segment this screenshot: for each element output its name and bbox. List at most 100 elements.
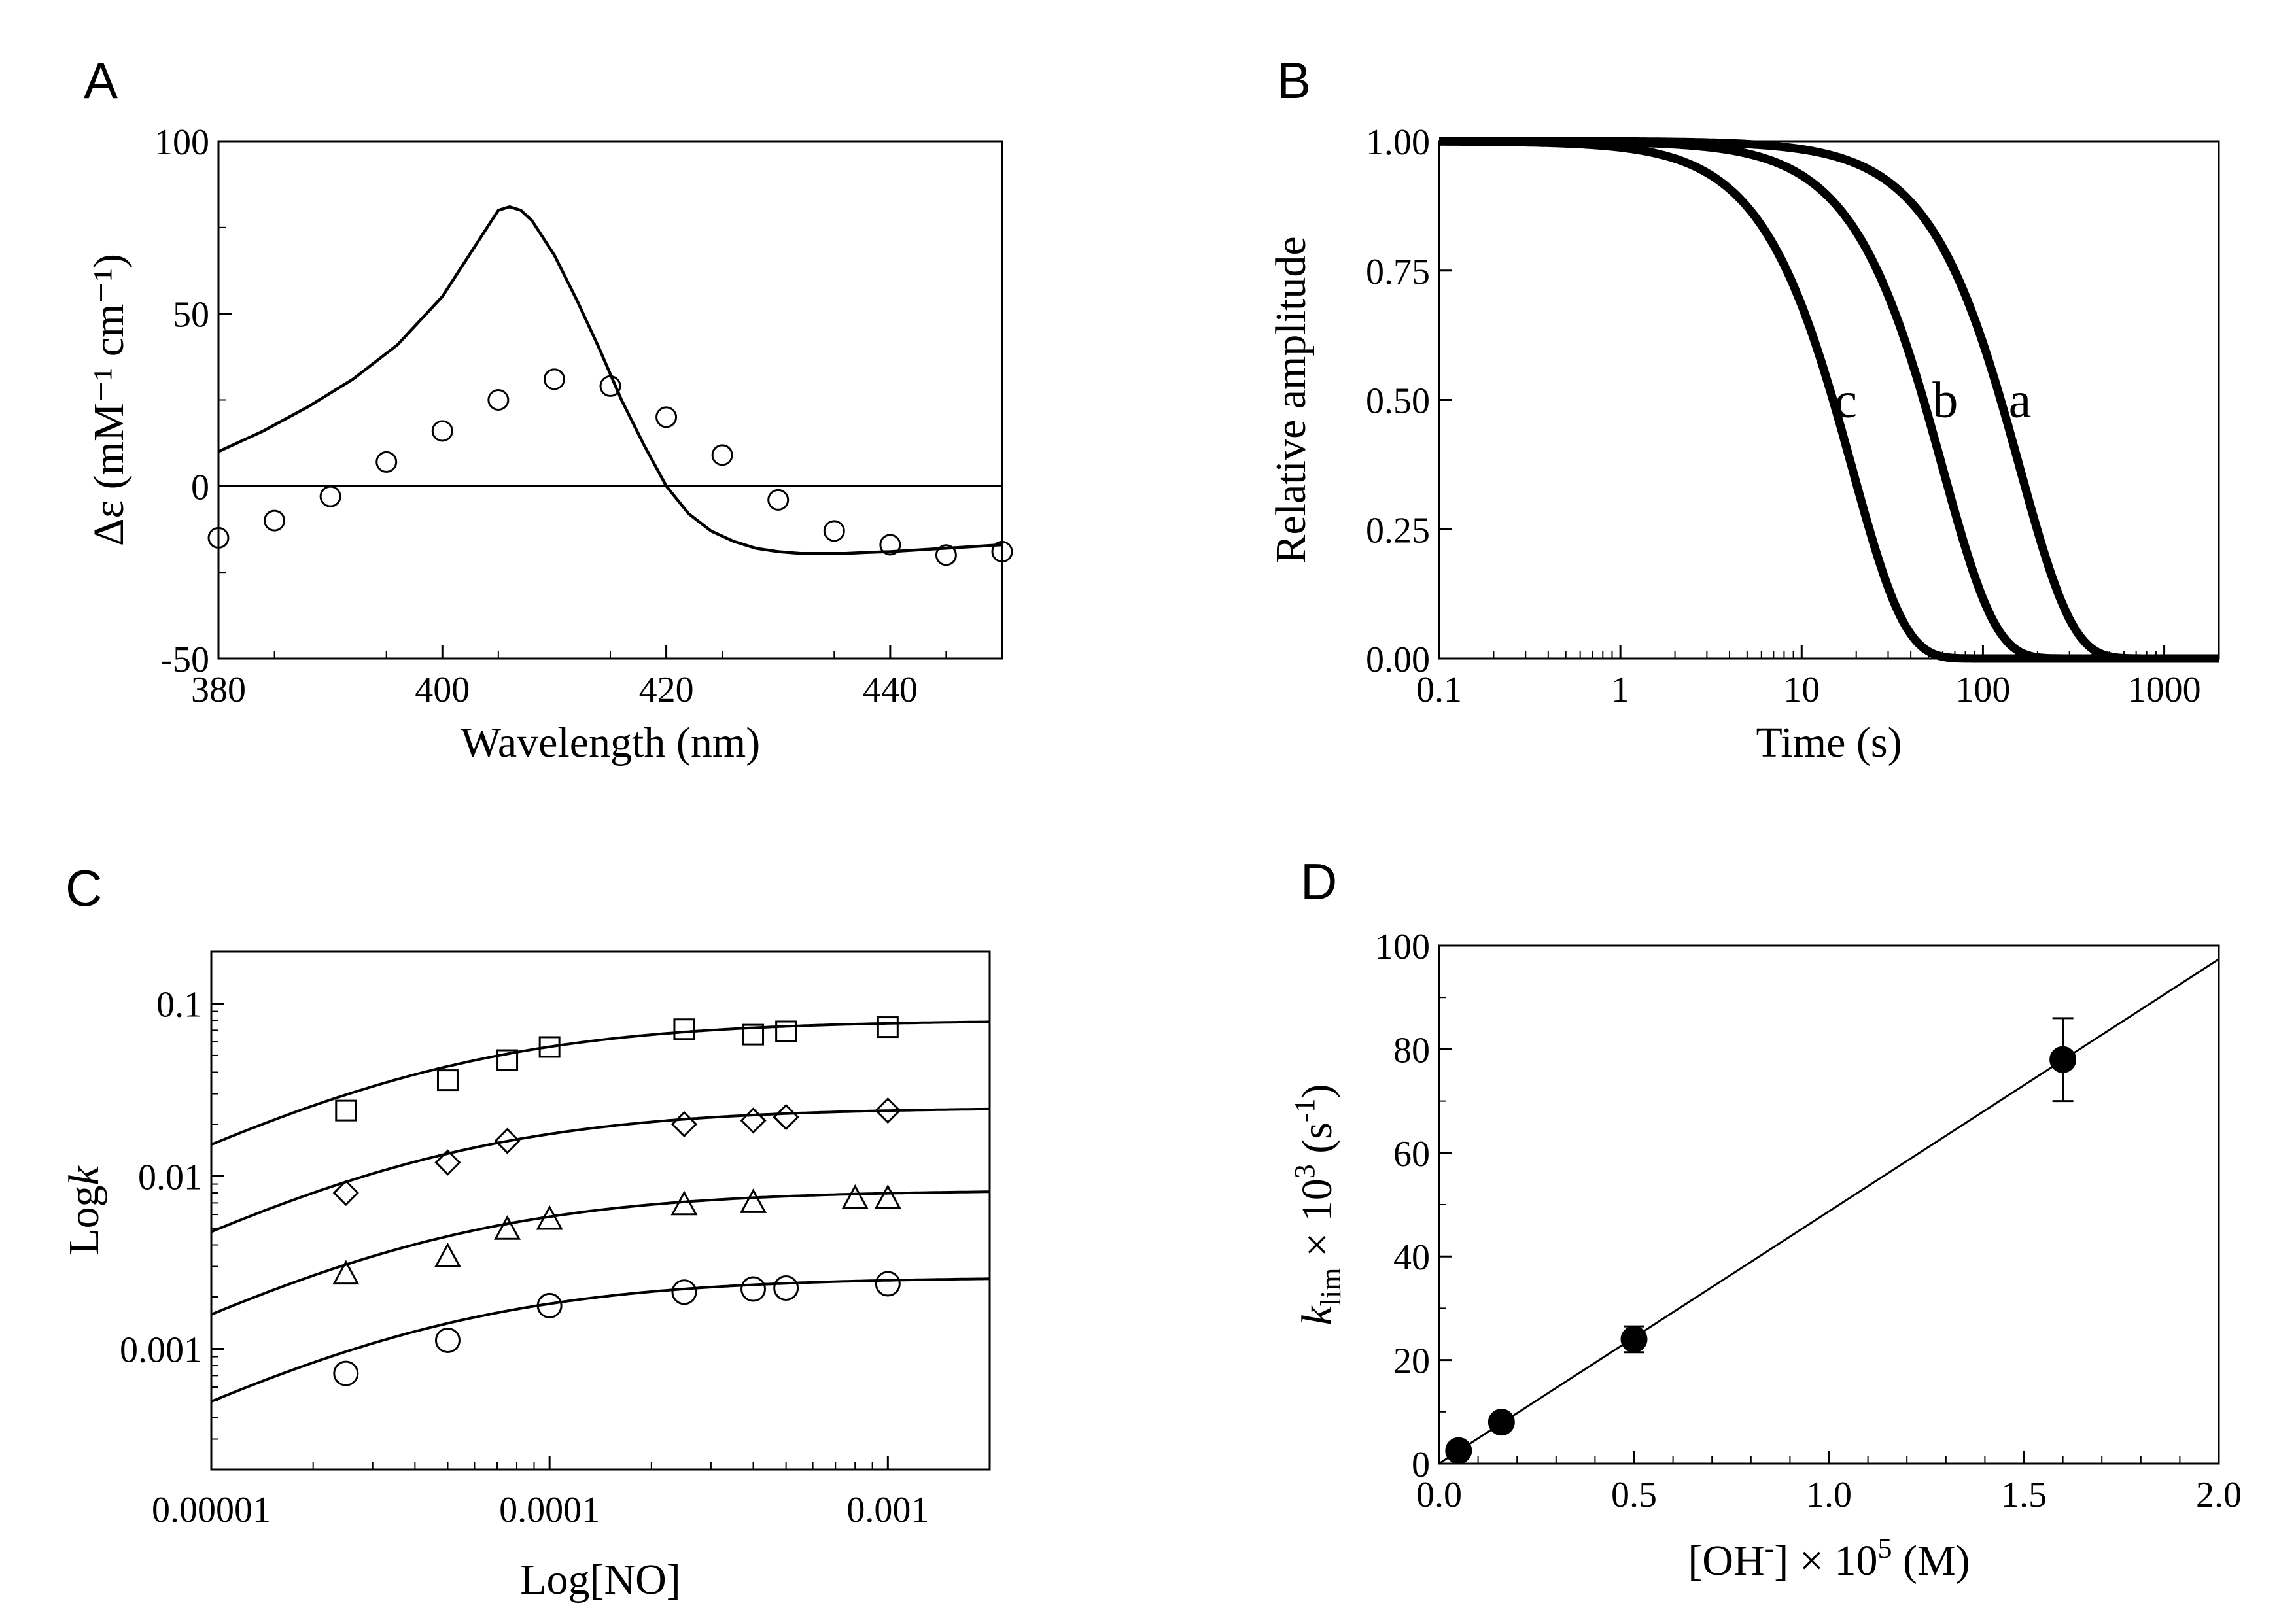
- x-tick-label: 0.5: [1611, 1475, 1657, 1515]
- data-point-diamond: [494, 1127, 521, 1154]
- fit-line-circles: [211, 1277, 990, 1403]
- y-tick-label: 100: [1375, 927, 1430, 967]
- x-tick-label: 1000: [2128, 670, 2201, 710]
- y-axis-label: Relative amplitude: [1267, 236, 1315, 563]
- data-point-square: [335, 1099, 357, 1122]
- data-point-square: [538, 1036, 561, 1058]
- data-point-square: [673, 1018, 695, 1040]
- data-point-filled: [1620, 1326, 1648, 1353]
- data-point-square: [496, 1049, 519, 1071]
- data-point-circle: [671, 1279, 697, 1305]
- data-point-diamond: [670, 1110, 698, 1138]
- y-tick-label: 80: [1393, 1030, 1430, 1071]
- x-tick-label: 1: [1611, 670, 1629, 710]
- y-axis-label: Δε (mM⁻¹ cm⁻¹): [85, 254, 133, 546]
- x-tick-label: 1.5: [2001, 1475, 2047, 1515]
- plot-frame: [210, 950, 991, 1471]
- y-axis-label: Logk: [60, 1165, 108, 1254]
- data-point-square: [742, 1023, 765, 1046]
- data-point-circle: [935, 544, 957, 566]
- data-point-circle: [599, 375, 621, 397]
- fit-line-diamonds: [211, 1107, 990, 1233]
- x-axis-label: Wavelength (nm): [461, 719, 760, 766]
- data-point-circle: [319, 485, 341, 507]
- curve-label-b: b: [1932, 371, 1958, 428]
- y-tick-label: -50: [160, 640, 209, 680]
- data-point-circle: [655, 406, 678, 428]
- y-tick-label: 0: [191, 467, 209, 507]
- data-point-circle: [207, 526, 230, 549]
- data-point-circle: [711, 444, 733, 466]
- data-point-circle: [434, 1327, 461, 1353]
- curve-label-a: a: [2009, 371, 2032, 428]
- x-tick-label: 0.001: [846, 1490, 929, 1530]
- y-tick-label: 0.01: [138, 1157, 202, 1197]
- y-axis-label: klim × 103 (s-1): [1289, 1084, 1347, 1325]
- y-tick-label: 100: [154, 122, 209, 163]
- x-axis-label: Time (s): [1756, 719, 1902, 766]
- x-tick-label: 440: [863, 670, 918, 710]
- y-tick-label: 0: [1412, 1445, 1430, 1485]
- data-point-circle: [773, 1275, 799, 1301]
- y-tick-label: 50: [173, 295, 209, 335]
- curve-label-c: c: [1834, 371, 1857, 428]
- data-point-triangle: [841, 1184, 869, 1209]
- data-point-diamond: [740, 1107, 767, 1134]
- data-point-square: [877, 1016, 899, 1039]
- y-tick-label: 0.75: [1366, 252, 1430, 292]
- y-tick-label: 0.00: [1366, 640, 1430, 680]
- x-tick-label: 2.0: [2196, 1475, 2242, 1515]
- data-point-diamond: [332, 1179, 359, 1207]
- panel-label-b: B: [1277, 52, 1311, 109]
- data-point-diamond: [434, 1149, 461, 1176]
- data-point-circle: [875, 1271, 901, 1297]
- panel-c: C 0.00001 0.0001 0.001 0.001 0.01 0.1 Log[NO] Lo…: [60, 859, 991, 1604]
- data-point-circle: [264, 509, 286, 532]
- data-point-triangle: [332, 1260, 360, 1285]
- x-tick-label: 0.0001: [499, 1490, 600, 1530]
- data-point-triangle: [434, 1243, 462, 1267]
- y-tick-label: 1.00: [1366, 122, 1430, 163]
- data-point-triangle: [494, 1215, 521, 1240]
- data-point-triangle: [739, 1188, 767, 1213]
- x-tick-label: 0.1: [1416, 670, 1462, 710]
- y-tick-label: 40: [1393, 1237, 1430, 1278]
- data-point-circle: [767, 489, 790, 511]
- x-tick-label: 0.00001: [152, 1490, 271, 1530]
- data-point-filled: [2049, 1046, 2077, 1073]
- fit-line-squares: [211, 1020, 990, 1146]
- y-tick-label: 0.1: [156, 984, 202, 1025]
- data-point-circle: [823, 520, 845, 542]
- x-tick-label: 1.0: [1806, 1475, 1852, 1515]
- data-point-square: [775, 1020, 797, 1042]
- data-point-triangle: [536, 1205, 563, 1230]
- data-point-circle: [375, 451, 398, 473]
- fit-line: [1438, 958, 2219, 1465]
- spectrum-line: [218, 205, 1003, 555]
- data-point-circle: [543, 368, 565, 390]
- y-tick-label: 20: [1393, 1341, 1430, 1382]
- plot-frame: [1438, 944, 2220, 1465]
- data-point-diamond: [773, 1103, 799, 1131]
- data-point-filled: [1487, 1409, 1515, 1436]
- data-point-circle: [333, 1360, 359, 1386]
- panel-d: D 0.0 0.5 1.0 1.5 2.0 0 20 40 60 80 100 [OH-] × 105 …: [1289, 853, 2242, 1585]
- data-point-triangle: [874, 1184, 901, 1209]
- x-tick-label: 420: [639, 670, 694, 710]
- panel-label-d: D: [1300, 853, 1337, 910]
- panel-a: A 380 400 420 440 -50 0 50 100 Wavelength (nm) Δε …: [84, 52, 1013, 766]
- x-tick-label: 10: [1783, 670, 1820, 710]
- panel-label-a: A: [84, 52, 118, 109]
- x-axis-label: [OH-] × 105 (M): [1688, 1532, 1970, 1585]
- decay-curve-c: [1436, 137, 2221, 663]
- panel-label-c: C: [65, 859, 102, 917]
- y-tick-label: 0.001: [120, 1330, 202, 1370]
- data-point-filled: [1445, 1437, 1472, 1464]
- data-point-square: [436, 1069, 459, 1092]
- data-point-diamond: [875, 1097, 901, 1124]
- y-tick-label: 60: [1393, 1134, 1430, 1175]
- plot-frame: [217, 140, 1003, 660]
- x-axis-label: Log[NO]: [520, 1556, 681, 1604]
- x-tick-label: 0.0: [1416, 1475, 1462, 1515]
